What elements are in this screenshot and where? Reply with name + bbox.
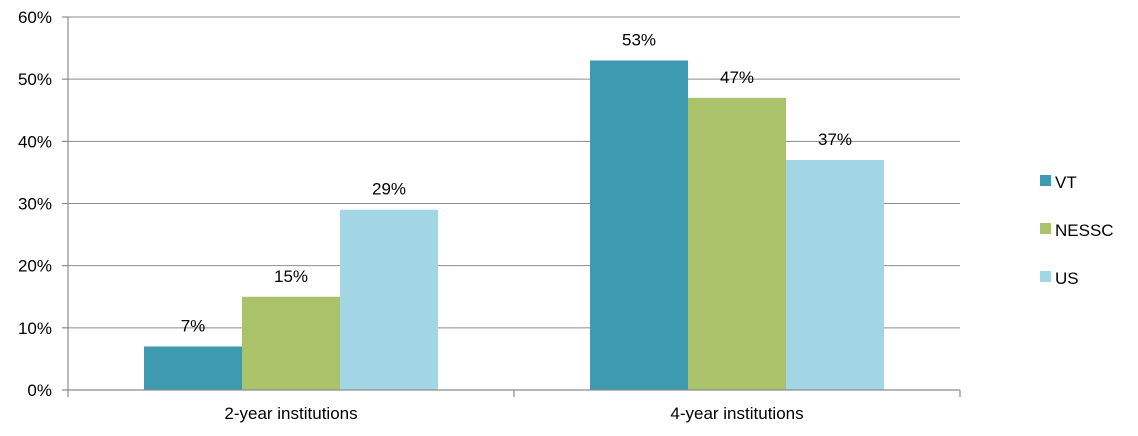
bar-us-2 [786, 159, 884, 390]
bar-us-1 [340, 209, 438, 390]
data-label: 7% [181, 316, 206, 335]
y-tick-label: 0% [27, 381, 52, 400]
x-category-label: 4-year institutions [670, 404, 803, 423]
bars [144, 60, 884, 391]
data-label: 37% [818, 130, 852, 149]
legend-swatch-us [1040, 271, 1051, 282]
y-tick-label: 50% [18, 70, 52, 89]
data-label: 53% [622, 31, 656, 50]
labels: 0% 10% 20% 30% 40% 50% 60% 7% 15% 29% 2-year insti… [18, 8, 852, 423]
data-label: 15% [274, 267, 308, 286]
y-tick-label: 40% [18, 132, 52, 151]
data-label: 29% [372, 180, 406, 199]
legend-label-us: US [1055, 269, 1079, 288]
legend-swatch-vt [1040, 175, 1051, 186]
y-tick-label: 30% [18, 195, 52, 214]
x-category-label: 2-year institutions [224, 404, 357, 423]
axes [62, 16, 961, 397]
y-tick-label: 10% [18, 319, 52, 338]
legend: VT NESSC US [1040, 173, 1114, 288]
y-tick-label: 20% [18, 257, 52, 276]
y-tick-label: 60% [18, 8, 52, 27]
bar-vt-2 [590, 60, 688, 391]
bar-nessc-2 [688, 97, 786, 391]
bar-vt-1 [144, 346, 242, 390]
data-label: 47% [720, 68, 754, 87]
legend-label-nessc: NESSC [1055, 221, 1114, 240]
bar-nessc-1 [242, 296, 340, 390]
legend-swatch-nessc [1040, 223, 1051, 234]
legend-label-vt: VT [1055, 173, 1077, 192]
